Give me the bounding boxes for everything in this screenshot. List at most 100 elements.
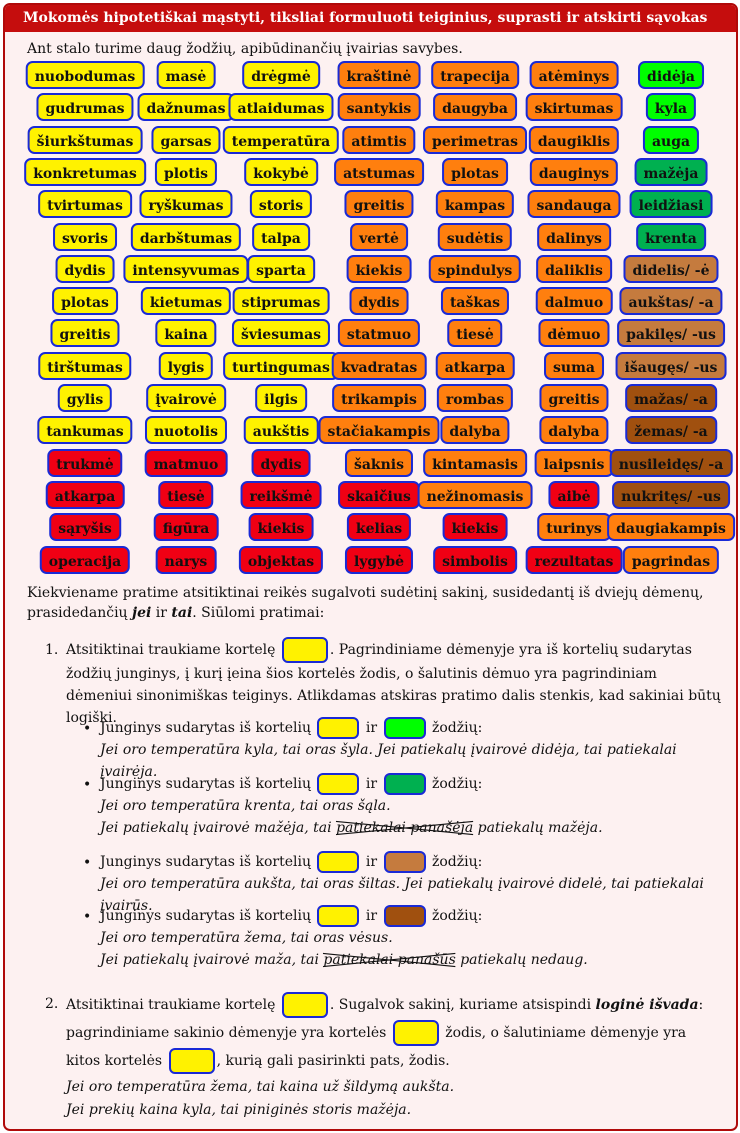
word-card[interactable]: narys <box>155 545 217 574</box>
word-card[interactable]: rezultatas <box>525 545 623 574</box>
word-card[interactable]: sparta <box>247 254 315 283</box>
word-card[interactable]: dalmuo <box>535 287 613 316</box>
word-card[interactable]: pagrindas <box>622 545 720 574</box>
word-card[interactable]: perimetras <box>423 125 527 154</box>
word-card[interactable]: nežinomasis <box>417 480 533 509</box>
word-card[interactable]: storis <box>249 190 313 219</box>
word-card[interactable]: dažnumas <box>137 93 235 122</box>
word-card[interactable]: šviesumas <box>231 319 331 348</box>
word-card[interactable]: darbštumas <box>130 222 242 251</box>
word-card[interactable]: kietumas <box>140 287 232 316</box>
word-card[interactable]: atkarpa <box>435 351 515 380</box>
word-card[interactable]: lygybė <box>344 545 414 574</box>
word-card[interactable]: objektas <box>238 545 324 574</box>
word-card[interactable]: aibė <box>548 480 600 509</box>
word-card[interactable]: reikšmė <box>240 480 322 509</box>
word-card[interactable]: kiekis <box>346 254 412 283</box>
word-card[interactable]: šiurkštumas <box>27 125 143 154</box>
word-card[interactable]: dalinys <box>537 222 611 251</box>
word-card[interactable]: atėminys <box>529 61 619 89</box>
word-card[interactable]: statmuo <box>337 319 421 348</box>
word-card[interactable]: atkarpa <box>45 480 125 509</box>
word-card[interactable]: ryškumas <box>139 190 233 219</box>
word-card[interactable]: talpa <box>252 222 310 251</box>
word-card[interactable]: gylis <box>57 384 113 412</box>
word-card[interactable]: trapecija <box>431 61 519 89</box>
word-card[interactable]: kiekis <box>248 513 314 542</box>
word-card[interactable]: figūra <box>153 513 219 542</box>
word-card[interactable]: dėmuo <box>538 319 610 348</box>
word-card[interactable]: sandauga <box>527 190 621 219</box>
word-card[interactable]: daugiakampis <box>607 513 735 542</box>
word-card[interactable]: didėja <box>638 61 704 89</box>
word-card[interactable]: nusileidęs/ -a <box>609 448 733 477</box>
word-card[interactable]: garsas <box>151 125 221 154</box>
word-card[interactable]: dydis <box>349 287 409 316</box>
word-card[interactable]: sudėtis <box>437 222 513 251</box>
word-card[interactable]: vertė <box>350 222 408 251</box>
word-card[interactable]: dydis <box>55 254 115 283</box>
word-card[interactable]: turtingumas <box>223 351 339 380</box>
word-card[interactable]: matmuo <box>144 448 228 477</box>
word-card[interactable]: lygis <box>158 351 214 380</box>
word-card[interactable]: stačiakampis <box>318 416 440 445</box>
word-card[interactable]: simbolis <box>433 545 517 574</box>
word-card[interactable]: temperatūra <box>222 125 340 154</box>
word-card[interactable]: trikampis <box>332 384 426 412</box>
word-card[interactable]: leidžiasi <box>629 190 713 219</box>
word-card[interactable]: masė <box>156 61 216 89</box>
word-card[interactable]: sąryšis <box>49 513 121 542</box>
word-card[interactable]: kintamasis <box>423 448 527 477</box>
word-card[interactable]: stiprumas <box>232 287 330 316</box>
word-card[interactable]: dydis <box>251 448 311 477</box>
word-card[interactable]: spindulys <box>428 254 522 283</box>
word-card[interactable]: nukritęs/ -us <box>612 480 730 509</box>
word-card[interactable]: dalyba <box>539 416 609 445</box>
word-card[interactable]: tirštumas <box>38 351 132 380</box>
word-card[interactable]: išaugęs/ -us <box>615 351 727 380</box>
word-card[interactable]: svoris <box>53 222 117 251</box>
word-card[interactable]: kaina <box>155 319 217 348</box>
word-card[interactable]: šaknis <box>344 448 414 477</box>
word-card[interactable]: tiesė <box>158 480 214 509</box>
word-card[interactable]: intensyvumas <box>123 254 249 283</box>
word-card[interactable]: skaičius <box>338 480 420 509</box>
word-card[interactable]: nuobodumas <box>25 61 145 89</box>
word-card[interactable]: kyla <box>645 93 697 122</box>
word-card[interactable]: kiekis <box>442 513 508 542</box>
word-card[interactable]: pakilęs/ -us <box>617 319 725 348</box>
word-card[interactable]: nuotolis <box>144 416 228 445</box>
word-card[interactable]: ilgis <box>255 384 307 412</box>
word-card[interactable]: kokybė <box>244 157 318 186</box>
word-card[interactable]: mažėja <box>634 157 708 186</box>
word-card[interactable]: tankumas <box>37 416 133 445</box>
word-card[interactable]: didelis/ -ė <box>623 254 719 283</box>
word-card[interactable]: drėgmė <box>242 61 320 89</box>
word-card[interactable]: atstumas <box>334 157 424 186</box>
word-card[interactable]: atimtis <box>342 125 416 154</box>
word-card[interactable]: aukštis <box>243 416 319 445</box>
word-card[interactable]: turinys <box>537 513 611 542</box>
word-card[interactable]: dalyba <box>440 416 510 445</box>
word-card[interactable]: kraštinė <box>337 61 421 89</box>
word-card[interactable]: tvirtumas <box>38 190 132 219</box>
word-card[interactable]: trukmė <box>47 448 123 477</box>
word-card[interactable]: krenta <box>636 222 706 251</box>
word-card[interactable]: greitis <box>344 190 414 219</box>
word-card[interactable]: dauginys <box>529 157 619 186</box>
word-card[interactable]: atlaidumas <box>228 93 334 122</box>
word-card[interactable]: rombas <box>436 384 514 412</box>
word-card[interactable]: skirtumas <box>525 93 623 122</box>
word-card[interactable]: operacija <box>39 545 131 574</box>
word-card[interactable]: kelias <box>346 513 412 542</box>
word-card[interactable]: aukštas/ -a <box>619 287 723 316</box>
word-card[interactable]: santykis <box>337 93 421 122</box>
word-card[interactable]: mažas/ -a <box>625 384 717 412</box>
word-card[interactable]: kampas <box>435 190 515 219</box>
word-card[interactable]: suma <box>544 351 604 380</box>
word-card[interactable]: kvadratas <box>331 351 427 380</box>
word-card[interactable]: konkretumas <box>24 157 146 186</box>
word-card[interactable]: greitis <box>539 384 609 412</box>
word-card[interactable]: taškas <box>440 287 510 316</box>
word-card[interactable]: plotas <box>442 157 508 186</box>
